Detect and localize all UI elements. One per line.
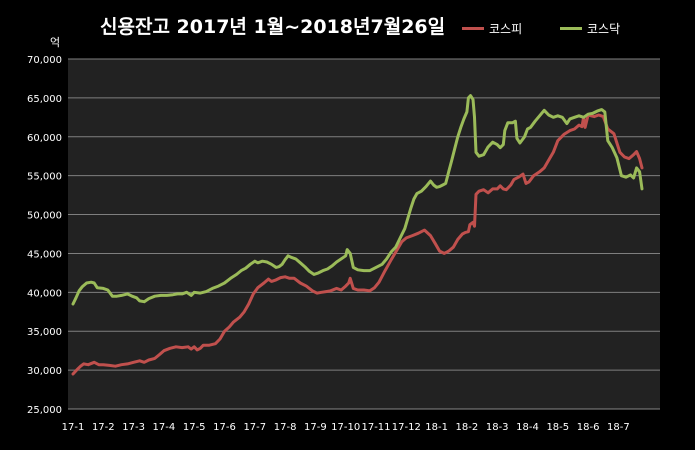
x-tick-label: 18-4 bbox=[516, 422, 539, 433]
y-tick-label: 70,000 bbox=[27, 55, 62, 66]
y-tick-label: 40,000 bbox=[27, 288, 62, 299]
x-tick-label: 18-7 bbox=[607, 422, 630, 433]
x-tick-label: 17-5 bbox=[183, 422, 206, 433]
gridlines bbox=[68, 58, 660, 371]
x-tick-label: 18-5 bbox=[546, 422, 569, 433]
y-tick-label: 60,000 bbox=[27, 133, 62, 144]
x-tick-label: 18-1 bbox=[425, 422, 448, 433]
legend-swatch-kospi bbox=[462, 27, 484, 30]
legend-swatch-kosdaq bbox=[560, 27, 582, 30]
x-tick-label: 18-2 bbox=[456, 422, 479, 433]
x-tick-label: 17-12 bbox=[392, 422, 421, 433]
x-tick-label: 17-3 bbox=[122, 422, 145, 433]
series-line-kospi bbox=[71, 113, 644, 376]
y-axis-unit: 억 bbox=[50, 36, 61, 49]
x-tick-label: 17-7 bbox=[243, 422, 266, 433]
legend-item-kosdaq: 코스닥 bbox=[560, 20, 620, 37]
legend-item-kospi: 코스피 bbox=[462, 20, 522, 37]
chart-title: 신용잔고 2017년 1월~2018년7월26일 bbox=[100, 16, 446, 38]
y-tick-label: 30,000 bbox=[27, 366, 62, 377]
series-lines bbox=[71, 94, 644, 376]
y-tick-label: 35,000 bbox=[27, 327, 62, 338]
series-line-kosdaq bbox=[71, 94, 644, 306]
x-tick-label: 17-2 bbox=[92, 422, 115, 433]
y-axis-ticks: 25,000 30,000 35,000 40,000 45,000 50,000 55,0… bbox=[27, 55, 62, 416]
x-tick-label: 17-1 bbox=[62, 422, 85, 433]
y-tick-label: 25,000 bbox=[27, 405, 62, 416]
x-tick-label: 17-8 bbox=[274, 422, 297, 433]
x-tick-label: 17-9 bbox=[304, 422, 327, 433]
x-axis-ticks: 17-1 17-2 17-3 17-4 17-5 17-6 17-7 17-8 17-9 17-1… bbox=[62, 422, 630, 433]
x-tick-label: 17-4 bbox=[153, 422, 176, 433]
y-tick-label: 55,000 bbox=[27, 172, 62, 183]
x-tick-label: 18-3 bbox=[486, 422, 509, 433]
y-tick-label: 50,000 bbox=[27, 211, 62, 222]
y-tick-label: 65,000 bbox=[27, 94, 62, 105]
x-tick-label: 17-10 bbox=[331, 422, 360, 433]
y-tick-label: 45,000 bbox=[27, 249, 62, 260]
legend-label-kospi: 코스피 bbox=[489, 22, 523, 36]
x-tick-label: 17-11 bbox=[361, 422, 390, 433]
x-tick-label: 18-6 bbox=[577, 422, 600, 433]
x-tick-label: 17-6 bbox=[213, 422, 236, 433]
legend-label-kosdaq: 코스닥 bbox=[587, 22, 621, 36]
